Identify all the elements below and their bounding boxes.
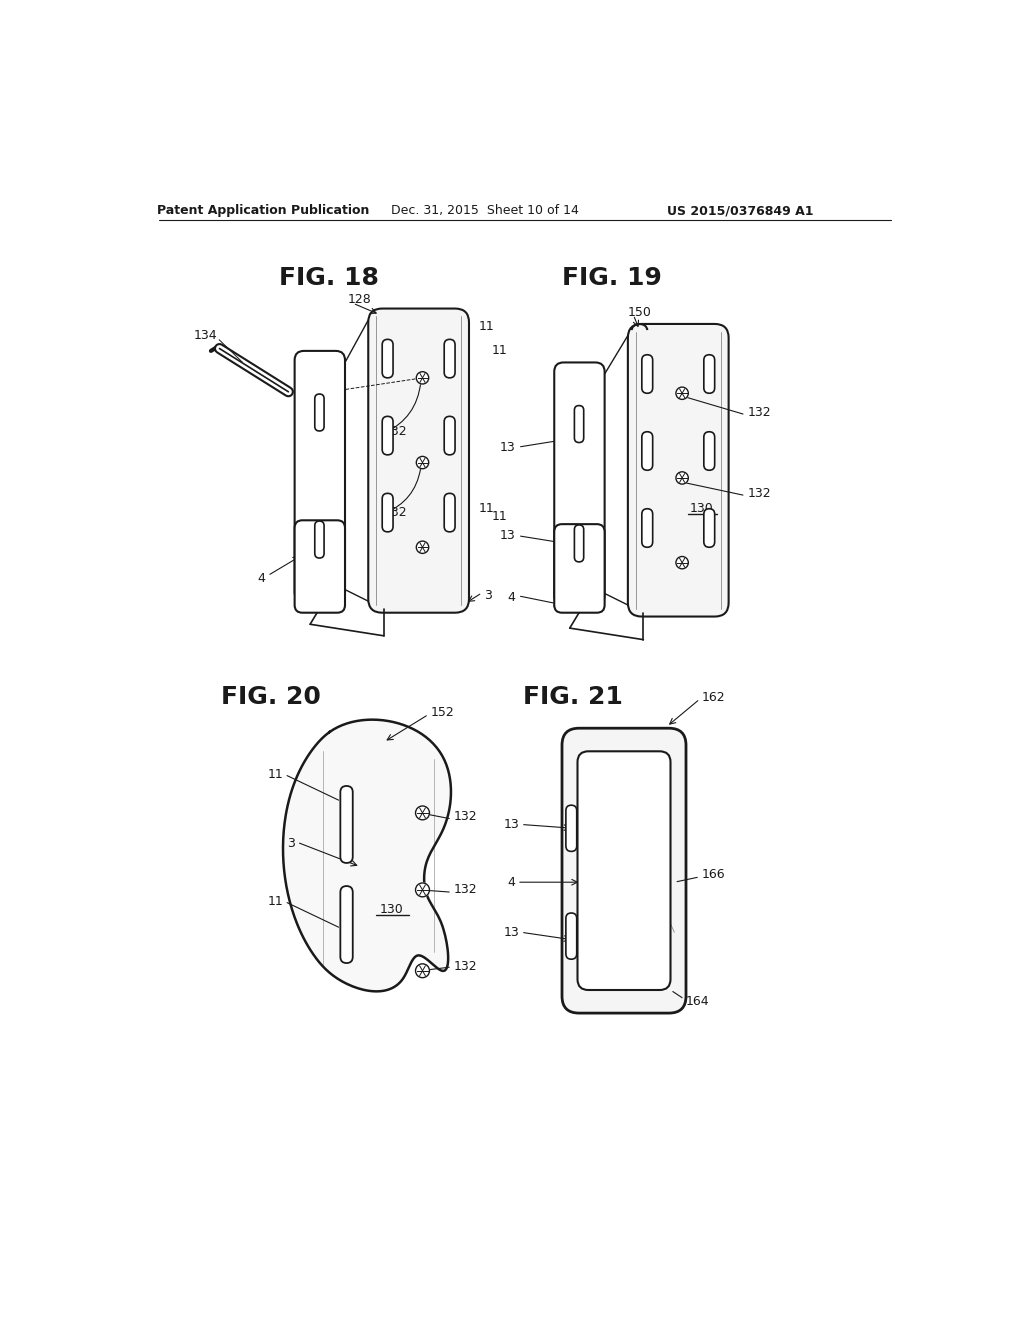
Text: US 2015/0376849 A1: US 2015/0376849 A1 — [667, 205, 813, 218]
FancyBboxPatch shape — [703, 355, 715, 393]
FancyBboxPatch shape — [642, 355, 652, 393]
Circle shape — [417, 457, 429, 469]
FancyBboxPatch shape — [628, 323, 729, 616]
Circle shape — [417, 541, 429, 553]
FancyBboxPatch shape — [444, 494, 455, 532]
Text: 132: 132 — [384, 425, 408, 438]
Text: 132: 132 — [454, 883, 477, 896]
Text: 4: 4 — [508, 591, 515, 603]
Circle shape — [676, 387, 688, 400]
Text: 132: 132 — [454, 961, 477, 973]
Text: 4: 4 — [508, 875, 515, 888]
Text: 132: 132 — [384, 506, 408, 519]
FancyBboxPatch shape — [578, 751, 671, 990]
FancyBboxPatch shape — [574, 405, 584, 442]
Text: FIG. 21: FIG. 21 — [523, 685, 624, 709]
FancyBboxPatch shape — [382, 494, 393, 532]
Text: 152: 152 — [430, 706, 454, 719]
Text: 132: 132 — [748, 487, 772, 500]
Text: FIG. 19: FIG. 19 — [562, 265, 662, 290]
FancyBboxPatch shape — [574, 525, 584, 562]
Text: 11: 11 — [492, 510, 508, 523]
FancyBboxPatch shape — [444, 339, 455, 378]
Text: 13: 13 — [500, 529, 515, 543]
Text: 128: 128 — [348, 293, 372, 306]
Text: Dec. 31, 2015  Sheet 10 of 14: Dec. 31, 2015 Sheet 10 of 14 — [390, 205, 579, 218]
Text: 13: 13 — [500, 441, 515, 454]
FancyBboxPatch shape — [314, 521, 324, 558]
FancyBboxPatch shape — [554, 363, 604, 605]
Text: 164: 164 — [686, 995, 710, 1008]
Text: 11: 11 — [479, 319, 495, 333]
Circle shape — [416, 964, 429, 978]
FancyBboxPatch shape — [566, 805, 577, 851]
FancyBboxPatch shape — [566, 913, 577, 960]
FancyBboxPatch shape — [295, 351, 345, 601]
Text: 11: 11 — [492, 345, 508, 358]
Text: 13: 13 — [504, 818, 519, 832]
FancyBboxPatch shape — [369, 309, 469, 612]
FancyBboxPatch shape — [642, 432, 652, 470]
Text: 3: 3 — [484, 589, 493, 602]
Text: 11: 11 — [479, 502, 495, 515]
Text: 132: 132 — [748, 407, 772, 418]
FancyBboxPatch shape — [703, 432, 715, 470]
Circle shape — [676, 557, 688, 569]
Text: Patent Application Publication: Patent Application Publication — [158, 205, 370, 218]
Text: 130: 130 — [689, 502, 714, 515]
FancyBboxPatch shape — [295, 520, 345, 612]
Text: 166: 166 — [701, 869, 725, 880]
FancyBboxPatch shape — [554, 524, 604, 612]
Text: 162: 162 — [701, 690, 725, 704]
Circle shape — [416, 883, 429, 896]
Text: 11: 11 — [267, 895, 283, 908]
Circle shape — [676, 471, 688, 484]
Text: 11: 11 — [267, 768, 283, 781]
FancyBboxPatch shape — [703, 508, 715, 548]
FancyBboxPatch shape — [382, 339, 393, 378]
FancyBboxPatch shape — [444, 416, 455, 455]
Text: FIG. 18: FIG. 18 — [280, 265, 379, 290]
FancyBboxPatch shape — [340, 785, 352, 863]
FancyBboxPatch shape — [562, 729, 686, 1014]
FancyBboxPatch shape — [314, 395, 324, 430]
Text: 3: 3 — [287, 837, 295, 850]
FancyBboxPatch shape — [340, 886, 352, 964]
Circle shape — [417, 372, 429, 384]
Text: FIG. 20: FIG. 20 — [221, 685, 321, 709]
Text: 132: 132 — [454, 810, 477, 824]
Text: 4: 4 — [257, 572, 265, 585]
Circle shape — [416, 807, 429, 820]
Text: 130: 130 — [380, 903, 403, 916]
FancyBboxPatch shape — [642, 508, 652, 548]
Text: 134: 134 — [194, 329, 217, 342]
FancyBboxPatch shape — [382, 416, 393, 455]
Text: 150: 150 — [628, 306, 651, 319]
Text: 13: 13 — [504, 925, 519, 939]
Polygon shape — [283, 719, 451, 991]
